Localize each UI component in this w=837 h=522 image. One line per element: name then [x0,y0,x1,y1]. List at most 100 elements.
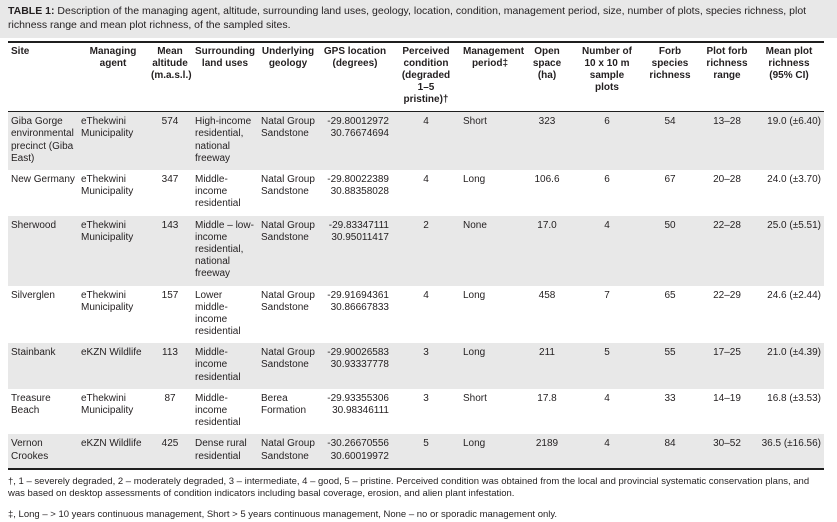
cell-period: Long [463,289,486,301]
cell-agent: eThekwini Municipality [81,174,134,198]
cell-plots: 5 [604,347,610,359]
cell-land_uses: Lower middle-income residential [195,289,241,338]
cell-period: Long [463,438,486,450]
col-header-forb_richness: Forb species richness [649,46,691,82]
cell-forb_richness: 65 [664,289,676,301]
cell-richness_range: 17–25 [713,347,741,359]
cell-agent: eKZN Wildlife [81,438,142,450]
col-header-period: Management period‡ [463,46,525,70]
cell-condition: 4 [423,174,429,186]
cell-period: Short [463,392,487,404]
cell-mean_richness: 25.0 (±5.51) [767,219,821,231]
table-row: Stainbank eKZN Wildlife 113 Middle-income r… [8,343,824,389]
cell-plots: 4 [604,392,610,404]
cell-richness_range: 30–52 [713,438,741,450]
cell-altitude: 143 [161,219,179,231]
cell-richness_range: 20–28 [713,174,741,186]
cell-forb_richness: 67 [664,174,676,186]
cell-richness_range: 22–28 [713,219,741,231]
cell-site: Sherwood [11,219,57,231]
cell-open_space: 17.0 [537,219,557,231]
table-caption-text: Description of the managing agent, altit… [8,5,807,31]
table-caption: TABLE 1: Description of the managing age… [0,0,837,39]
col-header-agent: Managing agent [89,46,137,70]
cell-land_uses: Dense rural residential [195,438,247,462]
cell-open_space: 106.6 [534,174,560,186]
cell-mean_richness: 19.0 (±6.40) [767,116,821,128]
cell-period: Long [463,174,486,186]
cell-gps: -29.83347111 30.95011417 [318,216,392,286]
cell-altitude: 574 [161,116,179,128]
cell-condition: 4 [423,116,429,128]
table-header-row: Site Managing agent Mean altitude (m.a.s.l… [8,42,824,112]
cell-period: Long [463,347,486,359]
cell-forb_richness: 50 [664,219,676,231]
col-header-condition: Perceived condition (degraded 1–5 pristi… [401,46,451,106]
gps-latitude: -29.90026583 [327,347,389,359]
footnote-dagger: †, 1 – severely degraded, 2 – moderately… [8,475,810,500]
cell-altitude: 425 [161,438,179,450]
gps-latitude: -29.91694361 [327,289,389,301]
cell-forb_richness: 55 [664,347,676,359]
cell-condition: 5 [423,438,429,450]
cell-condition: 3 [423,392,429,404]
cell-geology: Natal Group Sandstone [261,116,315,140]
gps-latitude: -29.93355306 [327,392,389,404]
cell-site: Stainbank [11,347,56,359]
table-row: New Germany eThekwini Municipality 347 Midd… [8,170,824,216]
col-header-richness_range: Plot forb richness range [706,46,748,82]
table-row: Treasure Beach eThekwini Municipality 87 Mi… [8,389,824,435]
cell-plots: 4 [604,219,610,231]
table-row: Vernon Crookes eKZN Wildlife 425 Dense rura… [8,434,824,469]
cell-gps: -29.93355306 30.98346111 [318,389,392,435]
col-header-plots: Number of 10 x 10 m sample plots [582,46,632,94]
cell-agent: eKZN Wildlife [81,347,142,359]
cell-altitude: 347 [161,174,179,186]
cell-period: Short [463,116,487,128]
cell-condition: 4 [423,289,429,301]
cell-altitude: 87 [164,392,176,404]
cell-land_uses: Middle – low-income residential, nationa… [195,219,254,280]
cell-agent: eThekwini Municipality [81,219,134,243]
cell-condition: 2 [423,219,429,231]
cell-geology: Natal Group Sandstone [261,219,315,243]
cell-plots: 6 [604,174,610,186]
table-body: Giba Gorge environmental precinct (Giba … [8,111,824,469]
cell-land_uses: Middle-income residential [195,392,241,429]
table-row: Sherwood eThekwini Municipality 143 Middle … [8,215,824,286]
cell-plots: 7 [604,289,610,301]
table-row: Giba Gorge environmental precinct (Giba … [8,111,824,171]
cell-richness_range: 14–19 [713,392,741,404]
cell-site: New Germany [11,174,75,186]
cell-open_space: 211 [539,347,555,359]
gps-latitude: -29.80022389 [327,174,389,186]
cell-geology: Natal Group Sandstone [261,174,315,198]
table-header: Site Managing agent Mean altitude (m.a.s.l… [8,42,824,112]
gps-longitude: 30.95011417 [331,231,389,243]
table-row: Silverglen eThekwini Municipality 157 Lower… [8,286,824,344]
table-caption-label: TABLE 1: [8,5,55,17]
cell-mean_richness: 24.0 (±3.70) [767,174,821,186]
col-header-geology: Underlying geology [261,46,315,70]
cell-gps: -30.26670556 30.60019972 [318,434,392,468]
cell-forb_richness: 54 [664,116,676,128]
cell-open_space: 17.8 [537,392,557,404]
cell-plots: 6 [604,116,610,128]
cell-gps: -29.80012972 30.76674694 [318,112,392,170]
cell-agent: eThekwini Municipality [81,392,134,417]
cell-altitude: 113 [162,347,178,359]
cell-richness_range: 22–29 [713,289,741,301]
cell-forb_richness: 33 [664,392,676,404]
cell-period: None [463,219,487,231]
gps-latitude: -29.83347111 [328,219,389,231]
cell-plots: 4 [604,438,610,450]
cell-geology: Natal Group Sandstone [261,347,315,371]
gps-latitude: -30.26670556 [327,438,389,450]
col-header-altitude: Mean altitude (m.a.s.l.) [151,46,192,82]
gps-longitude: 30.98346111 [332,405,389,417]
cell-land_uses: Middle-income residential [195,174,241,210]
cell-geology: Natal Group Sandstone [261,438,315,462]
cell-land_uses: High-income residential, national freewa… [195,116,252,164]
cell-open_space: 2189 [535,438,559,450]
table-container: Site Managing agent Mean altitude (m.a.s.l… [0,38,837,470]
